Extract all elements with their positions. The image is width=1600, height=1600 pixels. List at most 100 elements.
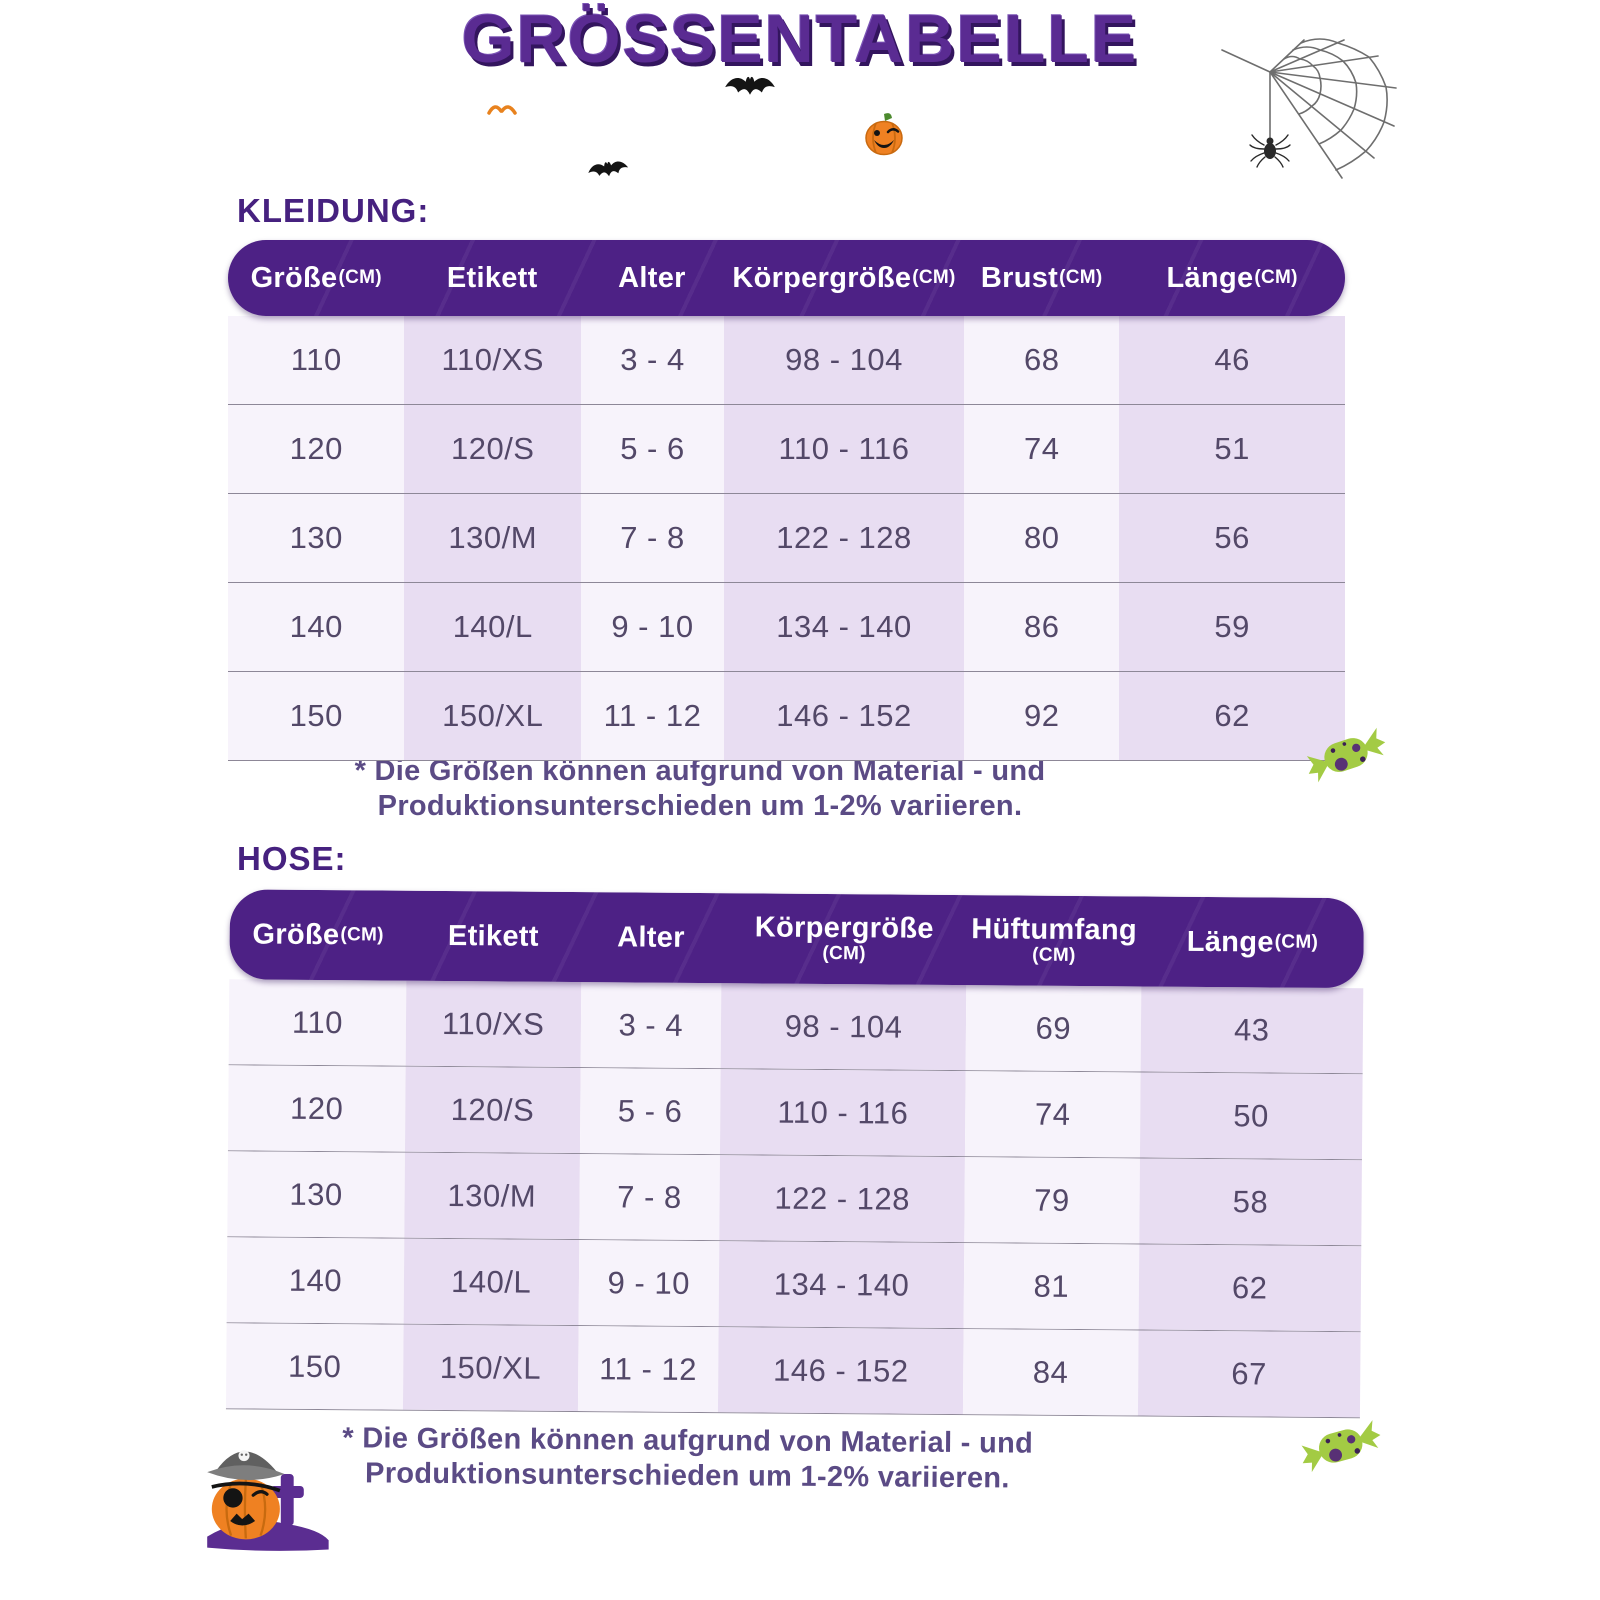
table-cell: 110 - 116	[720, 1069, 966, 1157]
table-cell: 80	[964, 494, 1120, 582]
table-cell: 84	[962, 1329, 1139, 1416]
page-title-text: GRÖSSENTABELLE	[461, 1, 1139, 77]
table-cell: 150/XL	[402, 1324, 579, 1412]
table-cell: 11 - 12	[577, 1326, 719, 1413]
table-cell: 51	[1119, 405, 1345, 493]
footnote-kleidung: * Die Größen können aufgrund von Materia…	[330, 754, 1070, 825]
table-cell: 120/S	[404, 405, 581, 493]
table-cell: 79	[964, 1157, 1140, 1244]
table-cell: 110 - 116	[723, 405, 965, 493]
table-cell: 9 - 10	[578, 1240, 720, 1327]
table-cell: 130/M	[404, 494, 581, 582]
table-cell: 46	[1119, 316, 1345, 404]
column-header-brust: Brust (CM)	[980, 261, 1103, 294]
column-header-alter: Alter	[617, 920, 685, 954]
table-cell: 7 - 8	[580, 494, 724, 582]
spider-web-icon	[1212, 32, 1402, 182]
table-row: 110 110/XS 3 - 4 98 - 104 68 46	[228, 316, 1345, 404]
table-cell: 98 - 104	[723, 316, 965, 404]
table-cell: 3 - 4	[580, 982, 722, 1069]
table-cell: 9 - 10	[580, 583, 724, 671]
table-cell: 120	[228, 405, 405, 493]
column-header-etikett: Etikett	[447, 919, 539, 953]
table-cell: 58	[1138, 1158, 1362, 1246]
column-header-hueftumfang: Hüftumfang (CM)	[971, 913, 1138, 967]
table-row: 140 140/L 9 - 10 134 - 140 81 62	[226, 1236, 1362, 1332]
section-label-hose: HOSE:	[237, 840, 347, 877]
table-cell: 74	[964, 405, 1120, 493]
table-cell: 120	[227, 1065, 406, 1152]
table-cell: 110/XS	[404, 316, 581, 404]
column-header-koerpergroesse: Körpergröße (CM)	[732, 261, 956, 294]
table-cell: 98 - 104	[720, 983, 967, 1071]
table-row: 140 140/L 9 - 10 134 - 140 86 59	[228, 582, 1345, 671]
hose-table-header: Größe (CM) Etikett Alter Körpergröße (CM) …	[229, 889, 1364, 989]
table-cell: 140/L	[404, 583, 581, 671]
column-header-koerpergroesse: Körpergröße (CM)	[754, 911, 934, 965]
table-cell: 7 - 8	[578, 1154, 721, 1241]
table-cell: 92	[964, 672, 1120, 760]
kleidung-table-header: Größe (CM) Etikett Alter Körpergröße (CM) …	[228, 240, 1345, 316]
table-cell: 81	[963, 1243, 1139, 1330]
footnote-line: * Die Größen können aufgrund von Materia…	[342, 1422, 1034, 1460]
bat-icon	[723, 72, 777, 98]
table-cell: 134 - 140	[723, 583, 965, 671]
table-cell: 62	[1119, 672, 1345, 760]
column-header-alter: Alter	[618, 261, 686, 294]
table-cell: 69	[965, 985, 1141, 1072]
candy-icon	[1294, 1413, 1387, 1480]
table-row: 150 150/XL 11 - 12 146 - 152 84 67	[225, 1322, 1361, 1418]
footnote-line: Produktionsunterschieden um 1-2% variier…	[364, 1457, 1010, 1495]
pumpkin-icon	[862, 110, 906, 158]
table-row: 110 110/XS 3 - 4 98 - 104 69 43	[228, 979, 1364, 1074]
table-cell: 5 - 6	[579, 1068, 721, 1155]
section-label-kleidung: KLEIDUNG:	[237, 192, 430, 229]
page-title: GRÖSSENTABELLE	[0, 0, 1600, 78]
pumpkin-accent-icon	[486, 100, 518, 116]
column-header-groesse: Größe (CM)	[252, 917, 384, 951]
table-cell: 150/XL	[404, 672, 581, 760]
column-header-laenge: Länge (CM)	[1166, 261, 1298, 294]
table-cell: 50	[1139, 1072, 1363, 1160]
kleidung-table: Größe (CM) Etikett Alter Körpergröße (CM) …	[228, 240, 1345, 761]
table-cell: 130	[228, 494, 405, 582]
table-cell: 150	[228, 672, 405, 760]
table-cell: 140/L	[403, 1238, 579, 1326]
table-cell: 134 - 140	[718, 1241, 965, 1329]
table-cell: 59	[1119, 583, 1345, 671]
footnote-line: Produktionsunterschieden um 1-2% variier…	[377, 790, 1023, 823]
table-cell: 62	[1138, 1244, 1362, 1332]
table-cell: 120/S	[404, 1066, 581, 1154]
hose-table: Größe (CM) Etikett Alter Körpergröße (CM) …	[225, 889, 1364, 1419]
table-cell: 5 - 6	[580, 405, 724, 493]
table-row: 130 130/M 7 - 8 122 - 128 80 56	[228, 493, 1345, 582]
table-cell: 3 - 4	[580, 316, 724, 404]
table-cell: 150	[225, 1323, 404, 1410]
table-cell: 67	[1137, 1330, 1361, 1418]
table-cell: 110	[228, 979, 407, 1066]
table-cell: 130	[227, 1151, 405, 1238]
table-row: 120 120/S 5 - 6 110 - 116 74 50	[227, 1064, 1363, 1160]
column-header-etikett: Etikett	[446, 261, 538, 294]
table-cell: 68	[964, 316, 1120, 404]
table-cell: 43	[1140, 986, 1364, 1074]
table-cell: 122 - 128	[723, 494, 965, 582]
table-cell: 110/XS	[405, 980, 581, 1068]
column-header-groesse: Größe (CM)	[250, 261, 382, 294]
table-cell: 11 - 12	[580, 672, 724, 760]
table-row: 130 130/M 7 - 8 122 - 128 79 58	[227, 1150, 1362, 1246]
table-cell: 140	[226, 1237, 405, 1324]
table-cell: 56	[1119, 494, 1345, 582]
table-cell: 146 - 152	[723, 672, 965, 760]
table-cell: 110	[228, 316, 405, 404]
footnote-hose: * Die Größen können aufgrund von Materia…	[317, 1421, 1058, 1498]
table-row: 120 120/S 5 - 6 110 - 116 74 51	[228, 404, 1345, 493]
table-cell: 140	[228, 583, 405, 671]
pirate-pumpkin-icon	[198, 1428, 336, 1555]
table-row: 150 150/XL 11 - 12 146 - 152 92 62	[228, 671, 1345, 760]
table-cell: 146 - 152	[718, 1327, 964, 1415]
table-cell: 130/M	[404, 1152, 580, 1240]
